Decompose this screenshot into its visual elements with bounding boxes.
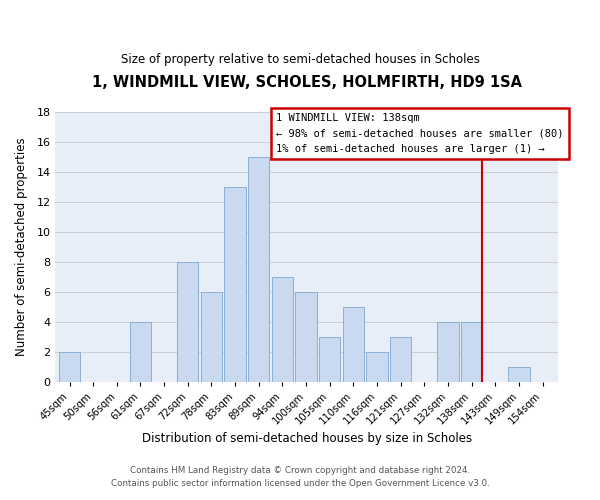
Bar: [319, 337, 340, 382]
Y-axis label: Number of semi-detached properties: Number of semi-detached properties: [15, 138, 28, 356]
Bar: [59, 352, 80, 382]
Bar: [343, 307, 364, 382]
Bar: [295, 292, 317, 382]
Bar: [272, 277, 293, 382]
X-axis label: Distribution of semi-detached houses by size in Scholes: Distribution of semi-detached houses by …: [142, 432, 472, 445]
Title: 1, WINDMILL VIEW, SCHOLES, HOLMFIRTH, HD9 1SA: 1, WINDMILL VIEW, SCHOLES, HOLMFIRTH, HD…: [92, 75, 521, 90]
Text: Size of property relative to semi-detached houses in Scholes: Size of property relative to semi-detach…: [121, 52, 479, 66]
Bar: [224, 187, 246, 382]
Bar: [367, 352, 388, 382]
Bar: [437, 322, 458, 382]
Bar: [390, 337, 411, 382]
Text: 1 WINDMILL VIEW: 138sqm
← 98% of semi-detached houses are smaller (80)
1% of sem: 1 WINDMILL VIEW: 138sqm ← 98% of semi-de…: [277, 114, 564, 154]
Bar: [508, 367, 530, 382]
Bar: [248, 157, 269, 382]
Bar: [130, 322, 151, 382]
Bar: [201, 292, 222, 382]
Bar: [177, 262, 199, 382]
Bar: [461, 322, 482, 382]
Text: Contains HM Land Registry data © Crown copyright and database right 2024.
Contai: Contains HM Land Registry data © Crown c…: [110, 466, 490, 487]
